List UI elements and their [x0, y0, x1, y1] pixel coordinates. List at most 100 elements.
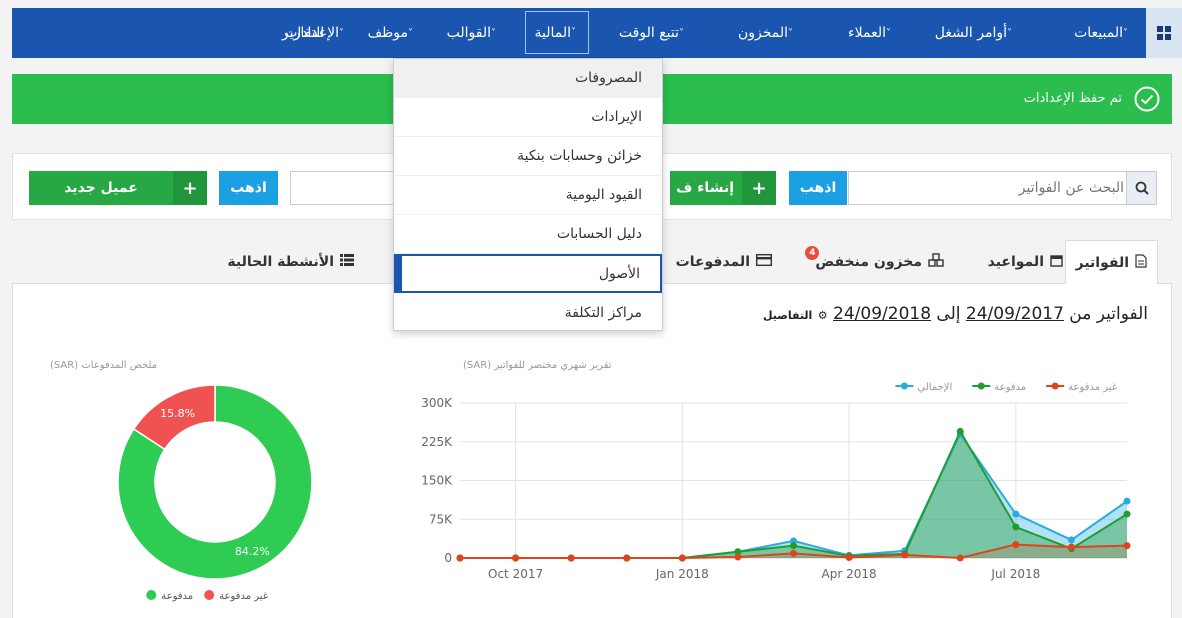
x-tick-label: Jan 2018	[655, 567, 709, 581]
nav-work-orders-label: أوامر الشغل	[934, 25, 1007, 41]
nav-templates[interactable]: القوالب ˅	[447, 8, 500, 58]
chevron-down-icon: ˅	[491, 27, 496, 39]
nav-clients-label: العملاء	[848, 25, 886, 41]
x-tick-label: Oct 2017	[488, 567, 543, 581]
tab-activities-label: الأنشطة الحالية	[227, 254, 334, 270]
legend-label: غير مدفوعة	[1068, 382, 1117, 393]
create-invoice-label: إنشاء ف	[676, 180, 734, 196]
data-point[interactable]	[1012, 510, 1020, 518]
data-point[interactable]	[456, 554, 464, 562]
period-to-date[interactable]: 24/09/2018	[833, 304, 932, 324]
nav-time-tracking-label: تتبع الوقت	[618, 25, 679, 41]
create-invoice-button[interactable]: إنشاء ف +	[670, 171, 776, 205]
new-client-label: عميل جديد	[64, 180, 138, 196]
filter-input[interactable]	[290, 171, 410, 205]
nav-settings[interactable]: الإعدادات ˅	[284, 8, 348, 58]
data-point[interactable]	[901, 551, 909, 559]
data-point[interactable]	[1123, 497, 1131, 505]
top-nav: المبيعات ˅ أوامر الشغل ˅ العملاء ˅ المخزون ˅…	[12, 8, 1182, 58]
nav-clients[interactable]: العملاء ˅	[848, 8, 895, 58]
y-tick-label: 75K	[429, 512, 453, 526]
legend-label: مدفوعة	[161, 591, 193, 602]
data-point[interactable]	[956, 554, 964, 562]
data-point[interactable]	[678, 554, 686, 562]
list-icon	[340, 254, 354, 270]
tab-invoices[interactable]: الفواتير	[1064, 240, 1158, 285]
low-stock-badge: 4	[805, 246, 820, 260]
menu-item-cost-centers[interactable]: مراكز التكلفة	[564, 304, 642, 321]
apps-grid-button[interactable]	[1146, 8, 1182, 58]
search-go-button[interactable]: اذهب	[789, 171, 847, 205]
chevron-down-icon: ˅	[679, 27, 684, 39]
donut-slice[interactable]	[117, 384, 313, 580]
legend-label: غير مدفوعة	[219, 591, 268, 602]
chevron-down-icon: ˅	[1123, 27, 1128, 39]
nav-employee-label: موظف	[367, 25, 408, 41]
period-to-word: إلى	[936, 304, 961, 324]
data-point[interactable]	[790, 542, 797, 550]
plus-icon: +	[742, 171, 776, 205]
nav-inventory[interactable]: المخزون ˅	[738, 8, 797, 58]
tab-invoices-label: الفواتير	[1075, 254, 1129, 271]
y-tick-label: 300K	[421, 396, 453, 410]
menu-item-assets[interactable]: الأصول	[394, 254, 662, 293]
chevron-down-icon: ˅	[1007, 27, 1012, 39]
chevron-down-icon: ˅	[571, 27, 576, 38]
data-point[interactable]	[567, 554, 575, 562]
filter-go-button[interactable]: اذهب	[219, 171, 278, 205]
chevron-down-icon: ˅	[788, 27, 793, 39]
data-point[interactable]	[512, 554, 520, 562]
gear-icon: ⚙	[817, 309, 828, 322]
y-tick-label: 225K	[421, 435, 453, 449]
data-point[interactable]	[956, 427, 964, 435]
series-area	[460, 434, 1127, 558]
y-tick-label: 0	[444, 551, 452, 565]
data-point[interactable]	[1123, 510, 1131, 518]
plus-icon: +	[173, 171, 207, 205]
tab-current-activities[interactable]: الأنشطة الحالية	[227, 240, 354, 284]
nav-reports[interactable]: التقارير	[282, 8, 325, 58]
nav-sales[interactable]: المبيعات ˅	[1074, 8, 1132, 58]
nav-employee[interactable]: موظف ˅	[368, 8, 417, 58]
menu-item-expenses[interactable]: المصروفات	[394, 59, 662, 98]
data-point[interactable]	[623, 554, 631, 562]
y-tick-label: 150K	[421, 474, 453, 488]
nav-finance[interactable]: المالية ˅	[525, 11, 589, 54]
data-point[interactable]	[1067, 536, 1075, 544]
data-point[interactable]	[1123, 542, 1131, 550]
details-link[interactable]: التفاصيل	[762, 309, 813, 322]
tab-low-stock[interactable]: مخزون منخفض 4	[805, 240, 944, 284]
chevron-down-icon: ˅	[408, 27, 413, 39]
data-point[interactable]	[1012, 523, 1020, 531]
menu-item-treasuries[interactable]: خزائن وحسابات بنكية	[394, 137, 662, 176]
slice-label: 84.2%	[235, 545, 270, 558]
legend-marker	[1051, 382, 1059, 390]
credit-card-icon	[755, 253, 773, 270]
legend-marker	[900, 382, 908, 390]
nav-settings-label: الإعدادات	[284, 25, 339, 41]
new-client-button[interactable]: عميل جديد +	[29, 171, 207, 205]
donut-slice[interactable]	[132, 384, 216, 451]
slice-label: 15.8%	[160, 407, 195, 420]
monthly-invoices-chart: 300K 225K 150K 75K 0 Oct 2017 Jan 2018 Apr 2018…	[421, 382, 1131, 581]
data-point[interactable]	[845, 553, 853, 561]
data-point[interactable]	[1012, 541, 1020, 549]
data-point[interactable]	[790, 549, 797, 557]
menu-item-chart-of-accounts[interactable]: دليل الحسابات	[394, 215, 662, 254]
area-chart-title: (SAR) تقرير شهري مختصر للفواتير	[463, 360, 612, 371]
nav-inventory-label: المخزون	[737, 25, 788, 41]
nav-work-orders[interactable]: أوامر الشغل ˅	[935, 8, 1016, 58]
nav-time-tracking[interactable]: تتبع الوقت ˅	[619, 8, 688, 58]
finance-dropdown-menu: المصروفات الإيرادات خزائن وحسابات بنكية …	[393, 58, 663, 331]
tab-appointments[interactable]: المواعيد	[988, 240, 1063, 284]
tab-payments[interactable]: المدفوعات	[676, 240, 773, 284]
search-input[interactable]	[854, 172, 1124, 204]
data-point[interactable]	[734, 548, 742, 556]
search-icon[interactable]	[1126, 172, 1156, 204]
menu-item-journal-entries[interactable]: القيود اليومية	[394, 176, 662, 215]
data-point[interactable]	[734, 553, 742, 561]
nav-templates-label: القوالب	[446, 25, 491, 41]
menu-item-revenues[interactable]: الإيرادات	[394, 98, 662, 137]
period-from-date[interactable]: 24/09/2017	[965, 304, 1064, 324]
data-point[interactable]	[1067, 543, 1075, 551]
